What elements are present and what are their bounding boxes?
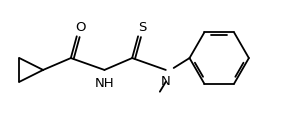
Text: S: S bbox=[138, 21, 146, 34]
Text: NH: NH bbox=[95, 77, 114, 90]
Text: N: N bbox=[161, 75, 171, 88]
Text: O: O bbox=[75, 21, 86, 34]
